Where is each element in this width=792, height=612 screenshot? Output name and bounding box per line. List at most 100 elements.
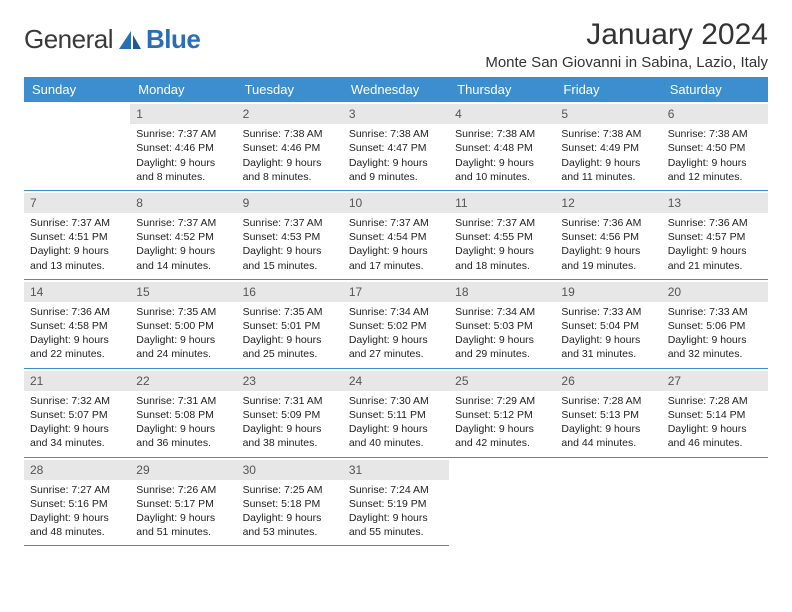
- title-block: January 2024 Monte San Giovanni in Sabin…: [485, 18, 768, 71]
- sunrise-text: Sunrise: 7:26 AM: [136, 483, 230, 497]
- calendar-day: 11Sunrise: 7:37 AMSunset: 4:55 PMDayligh…: [449, 191, 555, 280]
- calendar-day: 24Sunrise: 7:30 AMSunset: 5:11 PMDayligh…: [343, 369, 449, 458]
- empty-cell: [24, 102, 130, 191]
- sunrise-text: Sunrise: 7:35 AM: [243, 305, 337, 319]
- calendar-day: 26Sunrise: 7:28 AMSunset: 5:13 PMDayligh…: [555, 369, 661, 458]
- calendar-day: 3Sunrise: 7:38 AMSunset: 4:47 PMDaylight…: [343, 102, 449, 191]
- daylight-text: Daylight: 9 hours and 21 minutes.: [668, 244, 762, 272]
- daylight-text: Daylight: 9 hours and 34 minutes.: [30, 422, 124, 450]
- calendar-day: 15Sunrise: 7:35 AMSunset: 5:00 PMDayligh…: [130, 280, 236, 369]
- calendar-day: 1Sunrise: 7:37 AMSunset: 4:46 PMDaylight…: [130, 102, 236, 191]
- calendar-day: 30 Sunrise: 7:25 AMSunset: 5:18 PMDayligh…: [237, 458, 343, 547]
- day-number: 21: [24, 371, 130, 391]
- daylight-text: Daylight: 9 hours and 8 minutes.: [136, 156, 230, 184]
- daylight-text: Daylight: 9 hours and 24 minutes.: [136, 333, 230, 361]
- weekday-header: Saturday: [662, 77, 768, 102]
- sunset-text: Sunset: 5:02 PM: [349, 319, 443, 333]
- day-number: 19: [555, 282, 661, 302]
- sunset-text: Sunset: 4:46 PM: [243, 141, 337, 155]
- calendar-day: 9Sunrise: 7:37 AMSunset: 4:53 PMDaylight…: [237, 191, 343, 280]
- sunrise-text: Sunrise: 7:38 AM: [243, 127, 337, 141]
- sunrise-text: Sunrise: 7:37 AM: [455, 216, 549, 230]
- sunrise-text: Sunrise: 7:25 AM: [243, 483, 337, 497]
- empty-cell: [449, 458, 555, 547]
- daylight-text: Daylight: 9 hours and 51 minutes.: [136, 511, 230, 539]
- day-number: 27: [662, 371, 768, 391]
- calendar-day: 7Sunrise: 7:37 AMSunset: 4:51 PMDaylight…: [24, 191, 130, 280]
- sunset-text: Sunset: 4:54 PM: [349, 230, 443, 244]
- brand-part2: Blue: [146, 24, 200, 55]
- sunrise-text: Sunrise: 7:38 AM: [668, 127, 762, 141]
- daylight-text: Daylight: 9 hours and 11 minutes.: [561, 156, 655, 184]
- daylight-text: Daylight: 9 hours and 44 minutes.: [561, 422, 655, 450]
- calendar-grid: SundayMondayTuesdayWednesdayThursdayFrid…: [24, 77, 768, 546]
- sunset-text: Sunset: 5:00 PM: [136, 319, 230, 333]
- daylight-text: Daylight: 9 hours and 31 minutes.: [561, 333, 655, 361]
- calendar-day: 27Sunrise: 7:28 AMSunset: 5:14 PMDayligh…: [662, 369, 768, 458]
- day-number: 29: [130, 460, 236, 480]
- empty-cell: [555, 458, 661, 547]
- month-title: January 2024: [485, 18, 768, 52]
- sunset-text: Sunset: 5:17 PM: [136, 497, 230, 511]
- sunrise-text: Sunrise: 7:33 AM: [668, 305, 762, 319]
- daylight-text: Daylight: 9 hours and 42 minutes.: [455, 422, 549, 450]
- calendar-day: 8 Sunrise: 7:37 AMSunset: 4:52 PMDaylight…: [130, 191, 236, 280]
- sunset-text: Sunset: 4:50 PM: [668, 141, 762, 155]
- day-number: 30: [237, 460, 343, 480]
- sunset-text: Sunset: 4:56 PM: [561, 230, 655, 244]
- daylight-text: Daylight: 9 hours and 13 minutes.: [30, 244, 124, 272]
- daylight-text: Daylight: 9 hours and 53 minutes.: [243, 511, 337, 539]
- weekday-header: Friday: [555, 77, 661, 102]
- sunrise-text: Sunrise: 7:30 AM: [349, 394, 443, 408]
- calendar-day: 31Sunrise: 7:24 AMSunset: 5:19 PMDayligh…: [343, 458, 449, 547]
- sunrise-text: Sunrise: 7:34 AM: [455, 305, 549, 319]
- sunset-text: Sunset: 5:14 PM: [668, 408, 762, 422]
- sunrise-text: Sunrise: 7:35 AM: [136, 305, 230, 319]
- weekday-header: Sunday: [24, 77, 130, 102]
- calendar-day: 5Sunrise: 7:38 AMSunset: 4:49 PMDaylight…: [555, 102, 661, 191]
- sunrise-text: Sunrise: 7:37 AM: [136, 216, 230, 230]
- daylight-text: Daylight: 9 hours and 36 minutes.: [136, 422, 230, 450]
- sunset-text: Sunset: 4:46 PM: [136, 141, 230, 155]
- day-number: 5: [555, 104, 661, 124]
- sunrise-text: Sunrise: 7:37 AM: [243, 216, 337, 230]
- sunset-text: Sunset: 5:04 PM: [561, 319, 655, 333]
- sunrise-text: Sunrise: 7:31 AM: [136, 394, 230, 408]
- sunrise-text: Sunrise: 7:29 AM: [455, 394, 549, 408]
- sunset-text: Sunset: 4:57 PM: [668, 230, 762, 244]
- day-number: 3: [343, 104, 449, 124]
- day-number: 2: [237, 104, 343, 124]
- sunrise-text: Sunrise: 7:37 AM: [349, 216, 443, 230]
- day-number: 18: [449, 282, 555, 302]
- day-number: 31: [343, 460, 449, 480]
- weekday-header: Wednesday: [343, 77, 449, 102]
- day-number: 24: [343, 371, 449, 391]
- sunset-text: Sunset: 4:48 PM: [455, 141, 549, 155]
- day-number: 28: [24, 460, 130, 480]
- day-number: 9: [237, 193, 343, 213]
- calendar-day: 20Sunrise: 7:33 AMSunset: 5:06 PMDayligh…: [662, 280, 768, 369]
- day-number: 11: [449, 193, 555, 213]
- sunset-text: Sunset: 5:18 PM: [243, 497, 337, 511]
- sunset-text: Sunset: 5:08 PM: [136, 408, 230, 422]
- day-number: 6: [662, 104, 768, 124]
- day-number: 22: [130, 371, 236, 391]
- day-number: 7: [24, 193, 130, 213]
- sunrise-text: Sunrise: 7:38 AM: [349, 127, 443, 141]
- daylight-text: Daylight: 9 hours and 27 minutes.: [349, 333, 443, 361]
- day-number: 8: [130, 193, 236, 213]
- daylight-text: Daylight: 9 hours and 17 minutes.: [349, 244, 443, 272]
- sunset-text: Sunset: 5:16 PM: [30, 497, 124, 511]
- day-number: 23: [237, 371, 343, 391]
- sunset-text: Sunset: 4:52 PM: [136, 230, 230, 244]
- daylight-text: Daylight: 9 hours and 14 minutes.: [136, 244, 230, 272]
- day-number: 4: [449, 104, 555, 124]
- day-number: 12: [555, 193, 661, 213]
- day-number: 10: [343, 193, 449, 213]
- calendar-day: 10 Sunrise: 7:37 AMSunset: 4:54 PMDayligh…: [343, 191, 449, 280]
- brand-part1: General: [24, 24, 113, 55]
- day-number: 25: [449, 371, 555, 391]
- empty-cell: [662, 458, 768, 547]
- sunset-text: Sunset: 4:53 PM: [243, 230, 337, 244]
- sunset-text: Sunset: 4:49 PM: [561, 141, 655, 155]
